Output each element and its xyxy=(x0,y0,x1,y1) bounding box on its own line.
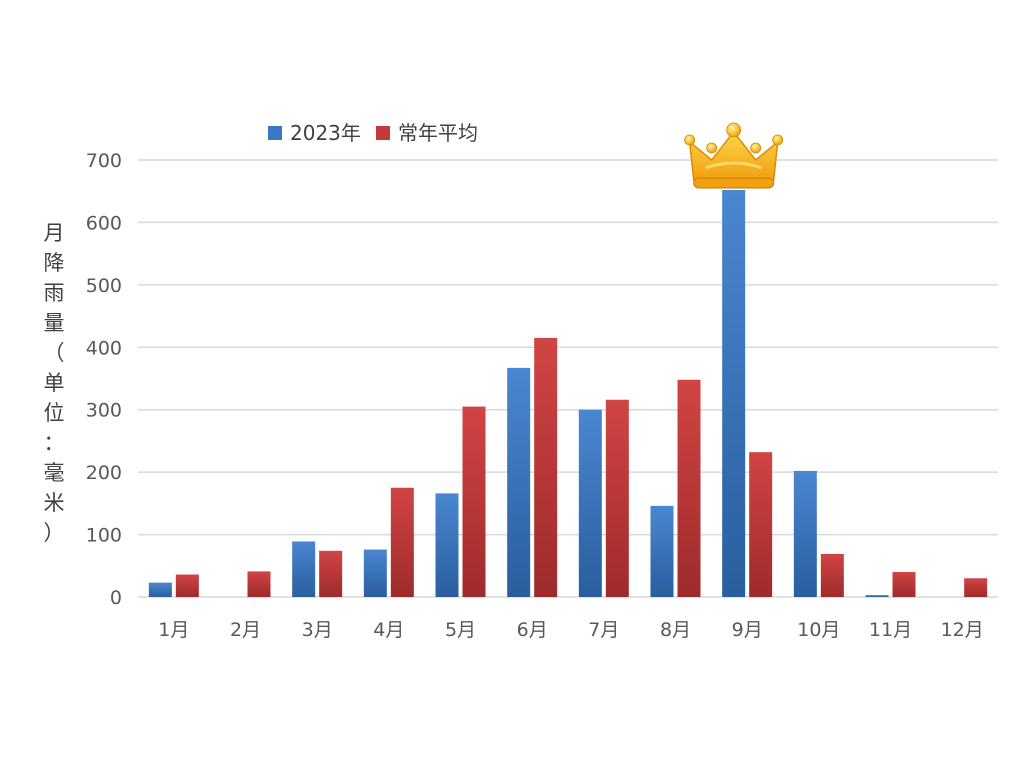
x-tick-label: 12月 xyxy=(941,619,984,641)
bar-series-2023 xyxy=(865,595,889,597)
x-tick-label: 1月 xyxy=(158,619,189,641)
y-tick-label: 500 xyxy=(86,275,122,297)
bar-series-2023 xyxy=(507,367,531,597)
bar-series-average xyxy=(175,574,199,597)
x-tick-label: 7月 xyxy=(588,619,619,641)
x-tick-label: 5月 xyxy=(445,619,476,641)
x-tick-label: 8月 xyxy=(660,619,691,641)
legend-swatch xyxy=(376,126,390,140)
x-tick-labels: 1月 2月 3月 4月 5月 6月 7月 8月 9月 10月 11月 12月 xyxy=(158,619,983,641)
bar-series-2023 xyxy=(578,409,602,597)
x-tick-label: 10月 xyxy=(797,619,840,641)
bar-series-2023 xyxy=(435,493,459,597)
bar-series-2023 xyxy=(722,189,746,598)
y-gridlines xyxy=(138,159,998,598)
bar-series-2023 xyxy=(650,505,674,597)
legend-label: 常年平均 xyxy=(398,121,478,145)
y-tick-label: 400 xyxy=(86,337,122,359)
bar-series-2023 xyxy=(363,549,387,597)
bar-series-2023 xyxy=(793,470,817,597)
x-tick-label: 11月 xyxy=(869,619,912,641)
x-tick-label: 6月 xyxy=(517,619,548,641)
bar-series-average xyxy=(247,571,271,597)
bar-series-average xyxy=(605,399,629,597)
bar-series-average xyxy=(892,572,916,597)
y-tick-labels: 0 100 200 300 400 500 600 700 xyxy=(86,150,122,609)
x-tick-label: 3月 xyxy=(302,619,333,641)
x-tick-label: 4月 xyxy=(373,619,404,641)
bar-series-2023 xyxy=(148,582,172,597)
bars xyxy=(148,189,988,598)
bar-series-average xyxy=(749,452,773,597)
x-tick-label: 9月 xyxy=(732,619,763,641)
bar-series-average xyxy=(534,337,558,597)
bar-series-2023 xyxy=(292,541,316,597)
y-tick-label: 600 xyxy=(86,212,122,234)
legend-label: 2023年 xyxy=(290,121,361,145)
bar-series-average xyxy=(677,379,701,597)
legend: 2023年 常年平均 xyxy=(268,121,478,145)
y-tick-label: 200 xyxy=(86,462,122,484)
bar-series-average xyxy=(820,553,844,597)
x-tick-label: 2月 xyxy=(230,619,261,641)
legend-swatch xyxy=(268,126,282,140)
bar-series-average xyxy=(390,487,414,597)
y-tick-label: 700 xyxy=(86,150,122,172)
y-tick-label: 100 xyxy=(86,525,122,547)
crown-icon xyxy=(684,122,784,189)
bar-series-average xyxy=(964,578,988,597)
bar-series-average xyxy=(462,406,486,597)
y-tick-label: 0 xyxy=(110,587,122,609)
y-axis-label: 月降雨量（单位：毫米） xyxy=(44,221,65,545)
y-axis-title: 月降雨量（单位：毫米） xyxy=(44,221,65,545)
bar-series-average xyxy=(319,550,343,597)
y-tick-label: 300 xyxy=(86,400,122,422)
